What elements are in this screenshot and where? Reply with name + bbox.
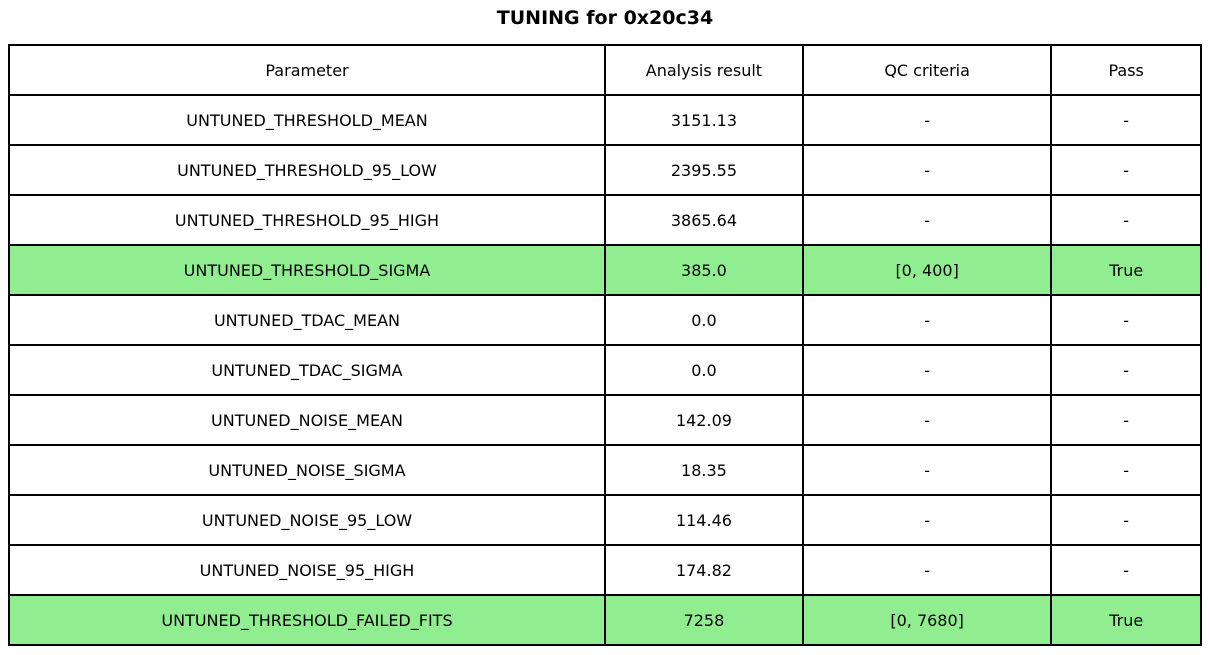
analysis-result-cell: 3151.13 bbox=[604, 94, 804, 146]
parameter-cell: UNTUNED_THRESHOLD_95_HIGH bbox=[8, 194, 606, 246]
table-body: UNTUNED_THRESHOLD_MEAN 3151.13- - UNTUNED_T… bbox=[8, 94, 1202, 646]
tuning-table: Parameter Analysis result QC criteria Pa… bbox=[8, 44, 1202, 646]
analysis-result-cell: 385.0 bbox=[604, 244, 804, 296]
header-row: Parameter Analysis result QC criteria Pa… bbox=[8, 44, 1202, 96]
parameter-cell: UNTUNED_THRESHOLD_MEAN bbox=[8, 94, 606, 146]
page-title: TUNING for 0x20c34 bbox=[496, 7, 714, 29]
header-analysis-result: Analysis result bbox=[604, 44, 804, 96]
table-row: UNTUNED_THRESHOLD_95_HIGH 3865.64- - bbox=[8, 194, 1202, 246]
parameter-cell: UNTUNED_TDAC_SIGMA bbox=[8, 344, 606, 396]
analysis-result-cell: 18.35 bbox=[604, 444, 804, 496]
pass-cell: - bbox=[1050, 194, 1202, 246]
parameter-cell: UNTUNED_NOISE_MEAN bbox=[8, 394, 606, 446]
qc-criteria-cell: [0, 7680] bbox=[801, 594, 1053, 646]
analysis-result-cell: 174.82 bbox=[604, 544, 804, 596]
table-row: UNTUNED_NOISE_SIGMA 18.35- - bbox=[8, 444, 1202, 496]
qc-criteria-cell: - bbox=[801, 194, 1053, 246]
pass-cell: - bbox=[1050, 544, 1202, 596]
pass-cell: True bbox=[1050, 594, 1202, 646]
pass-cell: - bbox=[1050, 394, 1202, 446]
parameter-cell: UNTUNED_NOISE_95_HIGH bbox=[8, 544, 606, 596]
header-pass: Pass bbox=[1050, 44, 1202, 96]
qc-criteria-cell: - bbox=[801, 94, 1053, 146]
pass-cell: - bbox=[1050, 494, 1202, 546]
pass-cell: - bbox=[1050, 444, 1202, 496]
pass-cell: - bbox=[1050, 294, 1202, 346]
qc-criteria-cell: - bbox=[801, 294, 1053, 346]
parameter-cell: UNTUNED_NOISE_95_LOW bbox=[8, 494, 606, 546]
table-row: UNTUNED_THRESHOLD_FAILED_FITS 7258 [0, 768… bbox=[8, 594, 1202, 646]
parameter-cell: UNTUNED_THRESHOLD_95_LOW bbox=[8, 144, 606, 196]
analysis-result-cell: 0.0 bbox=[604, 294, 804, 346]
table-row: UNTUNED_THRESHOLD_95_LOW 2395.55- - bbox=[8, 144, 1202, 196]
table-row: UNTUNED_TDAC_SIGMA 0.0- - bbox=[8, 344, 1202, 396]
header-parameter: Parameter bbox=[8, 44, 606, 96]
analysis-result-cell: 0.0 bbox=[604, 344, 804, 396]
header-qc-criteria: QC criteria bbox=[801, 44, 1053, 96]
qc-criteria-cell: - bbox=[801, 544, 1053, 596]
analysis-result-cell: 2395.55 bbox=[604, 144, 804, 196]
pass-cell: - bbox=[1050, 344, 1202, 396]
analysis-result-cell: 142.09 bbox=[604, 394, 804, 446]
qc-criteria-cell: - bbox=[801, 494, 1053, 546]
table-row: UNTUNED_TDAC_MEAN 0.0- - bbox=[8, 294, 1202, 346]
table-row: UNTUNED_NOISE_95_LOW 114.46- - bbox=[8, 494, 1202, 546]
parameter-cell: UNTUNED_THRESHOLD_FAILED_FITS bbox=[8, 594, 606, 646]
table-row: UNTUNED_THRESHOLD_MEAN 3151.13- - bbox=[8, 94, 1202, 146]
table-row: UNTUNED_THRESHOLD_SIGMA 385.0 [0, 400] True bbox=[8, 244, 1202, 296]
qc-criteria-cell: - bbox=[801, 344, 1053, 396]
pass-cell: True bbox=[1050, 244, 1202, 296]
pass-cell: - bbox=[1050, 144, 1202, 196]
pass-cell: - bbox=[1050, 94, 1202, 146]
qc-criteria-cell: [0, 400] bbox=[801, 244, 1053, 296]
table-row: UNTUNED_NOISE_95_HIGH 174.82- - bbox=[8, 544, 1202, 596]
table-row: UNTUNED_NOISE_MEAN 142.09- - bbox=[8, 394, 1202, 446]
analysis-result-cell: 3865.64 bbox=[604, 194, 804, 246]
qc-criteria-cell: - bbox=[801, 444, 1053, 496]
analysis-result-cell: 7258 bbox=[604, 594, 804, 646]
parameter-cell: UNTUNED_THRESHOLD_SIGMA bbox=[8, 244, 606, 296]
parameter-cell: UNTUNED_NOISE_SIGMA bbox=[8, 444, 606, 496]
analysis-result-cell: 114.46 bbox=[604, 494, 804, 546]
parameter-cell: UNTUNED_TDAC_MEAN bbox=[8, 294, 606, 346]
table-header: Parameter Analysis result QC criteria Pa… bbox=[8, 44, 1202, 96]
qc-criteria-cell: - bbox=[801, 394, 1053, 446]
qc-criteria-cell: - bbox=[801, 144, 1053, 196]
